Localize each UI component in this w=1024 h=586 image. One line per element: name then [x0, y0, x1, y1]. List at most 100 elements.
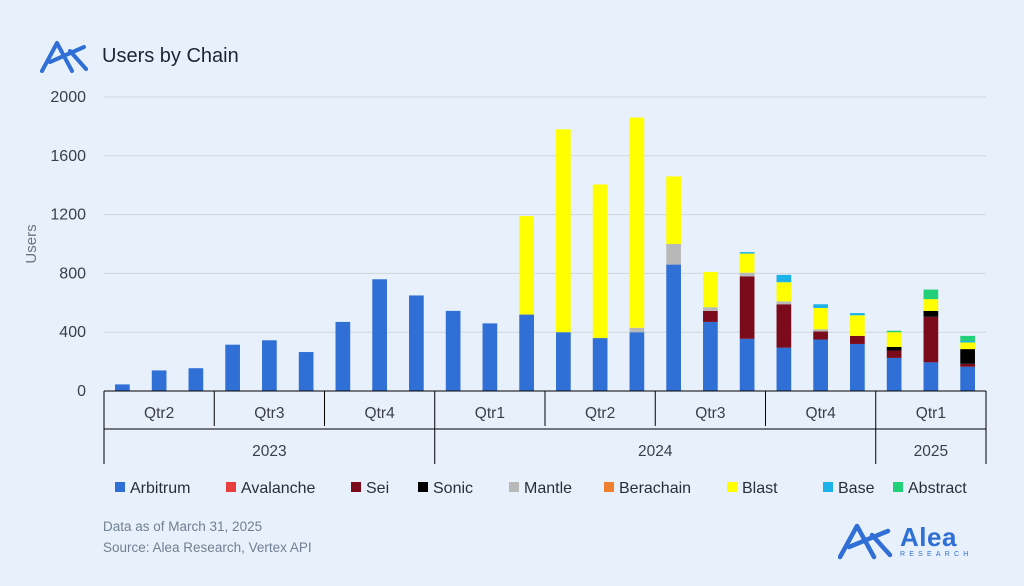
y-axis-title: Users [23, 224, 40, 263]
bar-blast [592, 184, 608, 339]
bar-mantle [776, 301, 792, 305]
x-tick-label-quarter: Qtr3 [254, 405, 284, 422]
brand-name: Alea [900, 522, 957, 552]
bar-base [739, 252, 755, 254]
bar-mantle [739, 272, 755, 277]
bar-abstract [960, 335, 975, 342]
legend-item-sei: Sei [351, 480, 389, 497]
bar-blast [629, 117, 645, 328]
chart-header: Users by Chain [40, 36, 239, 76]
bar-arbitrum [923, 362, 939, 391]
legend-label: Sonic [433, 480, 473, 497]
bar-blast [886, 332, 902, 347]
bar-blast [960, 342, 975, 350]
legend-swatch [351, 482, 361, 492]
legend-swatch [893, 482, 903, 492]
source-note: Source: Alea Research, Vertex API [103, 540, 312, 555]
bar-sonic [960, 349, 975, 364]
legend-item-blast: Blast [727, 480, 778, 497]
bar-base [776, 274, 792, 283]
data-date-note: Data as of March 31, 2025 [103, 519, 263, 534]
bar-sei [960, 363, 975, 367]
bar-arbitrum [629, 332, 645, 391]
bar-arbitrum [445, 310, 461, 391]
bar-arbitrum [813, 339, 828, 391]
bar-abstract [886, 330, 902, 333]
y-tick-label: 800 [59, 265, 86, 282]
bar-sei [886, 350, 902, 358]
bar-sonic [923, 310, 939, 317]
bar-sei [813, 331, 828, 340]
bar-arbitrum [739, 338, 755, 391]
bar-arbitrum [151, 370, 167, 391]
alea-logo-icon [838, 523, 893, 560]
legend-swatch [727, 482, 737, 492]
bar-arbitrum [666, 264, 681, 391]
legend-swatch [226, 482, 236, 492]
bar-mantle [813, 329, 828, 332]
y-tick-label: 1200 [50, 207, 86, 224]
bar-blast [850, 315, 865, 336]
bar-sei [739, 276, 755, 339]
legend-label: Abstract [908, 480, 967, 497]
legend-item-berachain: Berachain [604, 480, 691, 497]
legend-label: Base [838, 480, 875, 497]
chart-title: Users by Chain [102, 44, 239, 67]
bar-arbitrum [519, 314, 534, 391]
x-tick-label-year: 2023 [252, 443, 286, 460]
alea-logo-icon [40, 41, 88, 73]
bar-arbitrum [703, 321, 718, 391]
legend-item-sonic: Sonic [418, 480, 473, 497]
brand-subtitle: RESEARCH [900, 551, 973, 558]
legend-item-mantle: Mantle [509, 480, 572, 497]
legend-swatch [604, 482, 614, 492]
legend-label: Sei [366, 480, 389, 497]
x-tick-label-quarter: Qtr4 [806, 405, 837, 422]
legend-label: Arbitrum [130, 480, 190, 497]
y-tick-label: 1600 [50, 148, 86, 165]
bar-arbitrum [556, 332, 571, 391]
bar-arbitrum [335, 321, 351, 391]
bar-blast [813, 307, 828, 330]
bar-mantle [629, 327, 645, 333]
bar-sei [850, 335, 865, 344]
bar-blast [739, 253, 755, 273]
y-tick-label: 0 [77, 383, 86, 400]
bar-arbitrum [262, 340, 277, 391]
bar-arbitrum [886, 357, 902, 391]
legend-item-abstract: Abstract [893, 480, 967, 497]
chart-footer: Data as of March 31, 2025 Source: Alea R… [103, 516, 312, 558]
x-tick-label-quarter: Qtr4 [365, 405, 396, 422]
brand-logo: Alea RESEARCH [838, 522, 973, 560]
x-tick-label-quarter: Qtr3 [695, 405, 725, 422]
bar-mantle [666, 244, 681, 265]
users-by-chain-chart: 0 400 800 1200 1600 2000 Users Qtr2 Qtr3 Qtr4 Qtr1… [23, 89, 987, 497]
legend-swatch [509, 482, 519, 492]
bar-arbitrum [592, 338, 608, 391]
bar-arbitrum [115, 384, 130, 391]
bar-base [813, 304, 828, 308]
bar-arbitrum [225, 344, 240, 391]
bar-sonic [886, 346, 902, 351]
bar-blast [703, 271, 718, 308]
y-tick-label: 2000 [50, 89, 86, 106]
bar-sei [923, 316, 939, 363]
bar-mantle [703, 307, 718, 311]
bar-base [850, 313, 865, 316]
bar-arbitrum [188, 368, 204, 391]
bar-arbitrum [776, 347, 792, 391]
legend-swatch [823, 482, 833, 492]
bar-blast [556, 129, 571, 333]
legend-item-arbitrum: Arbitrum [115, 480, 190, 497]
legend-label: Mantle [524, 480, 572, 497]
x-tick-label-quarter: Qtr2 [144, 405, 174, 422]
bar-arbitrum [298, 352, 314, 391]
legend-swatch [115, 482, 125, 492]
bar-blast [666, 176, 681, 244]
bar-arbitrum [372, 279, 387, 391]
legend-label: Avalanche [241, 480, 316, 497]
bar-blast [776, 282, 792, 302]
x-tick-label-quarter: Qtr2 [585, 405, 615, 422]
x-tick-label-quarter: Qtr1 [475, 405, 505, 422]
bar-sei [703, 310, 718, 322]
